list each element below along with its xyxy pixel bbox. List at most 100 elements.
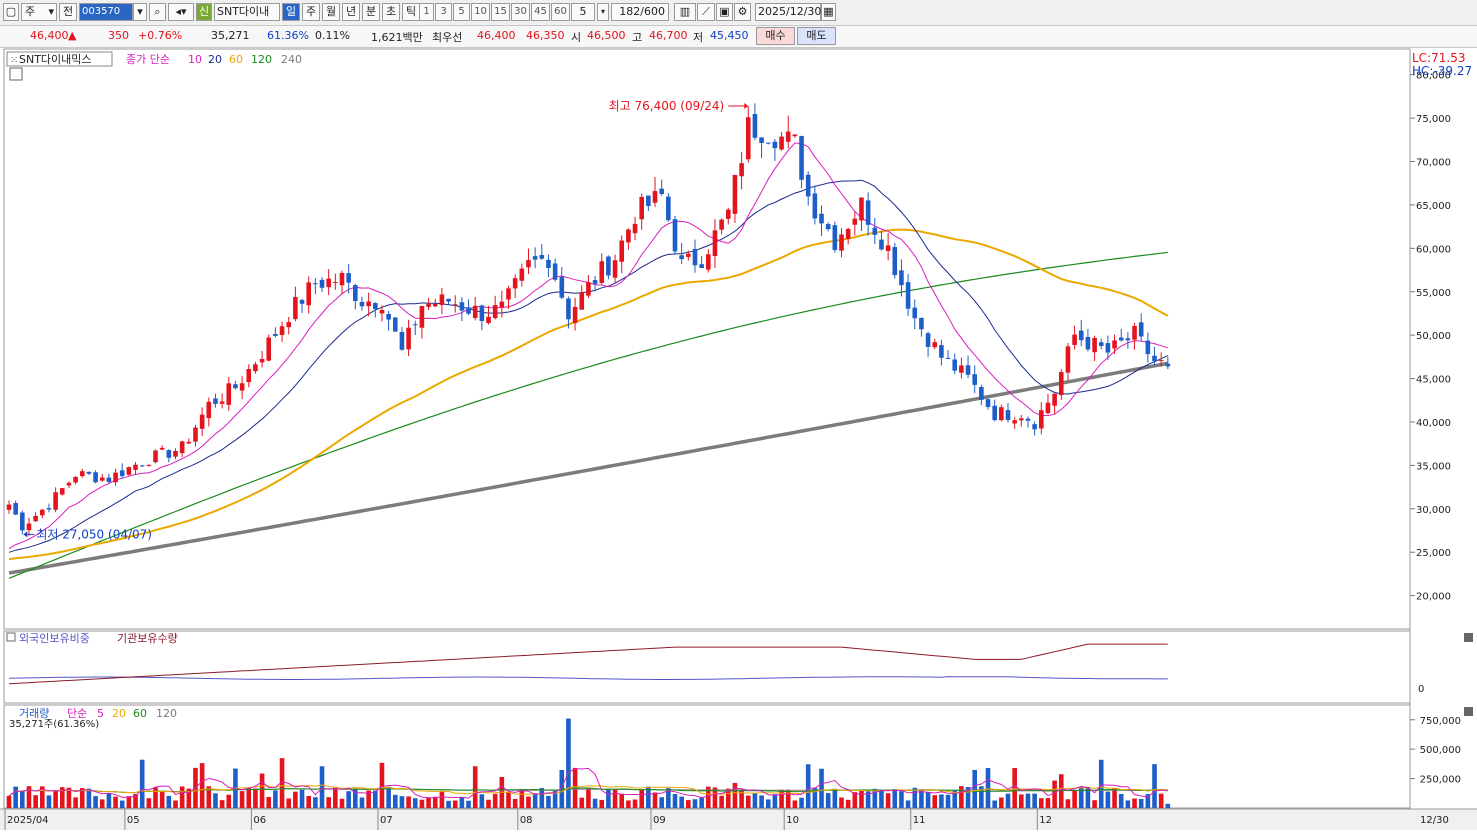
candle-body bbox=[206, 401, 212, 419]
candle-body bbox=[1085, 336, 1091, 350]
tab-4[interactable]: 분 bbox=[362, 3, 380, 21]
volume-bar bbox=[592, 798, 598, 808]
candle-body bbox=[73, 476, 78, 483]
calendar-icon[interactable]: ▦ bbox=[821, 3, 836, 21]
candle-body bbox=[226, 383, 232, 405]
interval-10[interactable]: 10 bbox=[471, 3, 490, 21]
turnover-rate: 0.11% bbox=[315, 29, 350, 42]
data-count-field[interactable]: 182/600 bbox=[611, 3, 669, 21]
x-tick-label: 10 bbox=[786, 815, 799, 826]
trend-line-icon[interactable]: ⟋ bbox=[697, 3, 715, 21]
interval-60[interactable]: 60 bbox=[551, 3, 570, 21]
candle-body bbox=[632, 223, 638, 234]
x-tick-label: 08 bbox=[520, 815, 533, 826]
tab-5[interactable]: 초 bbox=[382, 3, 400, 21]
volume-bar bbox=[226, 794, 232, 808]
interval-15[interactable]: 15 bbox=[491, 3, 510, 21]
candle-body bbox=[1025, 418, 1031, 421]
candle-body bbox=[26, 523, 32, 531]
volume-bar bbox=[526, 796, 531, 808]
holding-panel-icon[interactable] bbox=[6, 632, 16, 642]
interval-5[interactable]: 5 bbox=[453, 3, 470, 21]
interval-1[interactable]: 1 bbox=[419, 3, 434, 21]
candle-body bbox=[233, 384, 238, 389]
x-tick-label: 06 bbox=[253, 815, 266, 826]
volume-bar bbox=[1165, 803, 1171, 808]
table-toggle-icon[interactable] bbox=[9, 67, 23, 81]
y-tick-label: 65,000 bbox=[1416, 201, 1451, 212]
tab-0[interactable]: 일 bbox=[282, 3, 300, 21]
price-change: 350 bbox=[108, 29, 129, 42]
new-badge[interactable]: 신 bbox=[196, 3, 212, 21]
period-select[interactable]: 주 ▾ bbox=[21, 3, 57, 21]
candle-body bbox=[20, 512, 25, 531]
volume-bar bbox=[439, 791, 445, 808]
candle-body bbox=[253, 364, 258, 372]
volume-bar bbox=[932, 795, 938, 808]
gear-icon[interactable]: ⚙ bbox=[734, 3, 751, 21]
candle-body bbox=[46, 508, 52, 510]
tab-3[interactable]: 년 bbox=[342, 3, 360, 21]
volume-bar bbox=[86, 788, 92, 808]
volume-bar bbox=[479, 794, 485, 808]
stock-code-input[interactable]: 003570 bbox=[79, 3, 133, 21]
tab-6[interactable]: 틱 bbox=[402, 3, 420, 21]
search-icon[interactable]: ⌕ bbox=[149, 3, 166, 21]
save-icon[interactable]: ▣ bbox=[716, 3, 733, 21]
code-dropdown-icon[interactable]: ▾ bbox=[133, 3, 147, 21]
ma240-legend: 240 bbox=[281, 53, 302, 66]
candle-body bbox=[159, 447, 165, 450]
interval-input[interactable]: 5 bbox=[571, 3, 595, 21]
tab-1[interactable]: 주 bbox=[302, 3, 320, 21]
interval-3[interactable]: 3 bbox=[435, 3, 452, 21]
trade-amount: 1,621백만 bbox=[371, 31, 423, 44]
volume-bar bbox=[725, 788, 731, 808]
candle-body bbox=[1112, 340, 1117, 349]
volume-bar bbox=[952, 790, 958, 808]
candle-body bbox=[1152, 355, 1157, 362]
volume-bar bbox=[173, 800, 178, 808]
candle-body bbox=[439, 294, 445, 305]
interval-45[interactable]: 45 bbox=[531, 3, 550, 21]
volume-bar bbox=[666, 788, 671, 808]
candle-body bbox=[146, 465, 152, 467]
volume-bar bbox=[999, 797, 1004, 808]
volume-bar bbox=[59, 787, 65, 808]
candle-body bbox=[992, 405, 997, 421]
stock-name-field[interactable]: SNT다이내믹 bbox=[214, 3, 280, 21]
buy-button[interactable]: 매수 bbox=[756, 27, 795, 45]
candle-body bbox=[892, 247, 898, 276]
candle-body bbox=[1125, 338, 1131, 341]
volume-bar bbox=[912, 787, 918, 808]
vma5-legend: 5 bbox=[97, 707, 104, 720]
stock-legend-box[interactable] bbox=[6, 51, 113, 67]
candle-body bbox=[639, 196, 644, 220]
candle-body bbox=[1072, 334, 1077, 345]
volume-bar bbox=[286, 798, 292, 808]
candle-body bbox=[679, 255, 684, 260]
volume-panel-close-icon[interactable] bbox=[1464, 707, 1473, 716]
tab-2[interactable]: 월 bbox=[322, 3, 340, 21]
candle-body bbox=[559, 276, 565, 298]
chart-type-icon[interactable]: ▥ bbox=[674, 3, 696, 21]
volume-bar bbox=[652, 792, 658, 808]
vol-tick-label: 750,000 bbox=[1420, 716, 1461, 727]
all-button[interactable]: 전 bbox=[59, 3, 77, 21]
speaker-icon[interactable]: ◂▾ bbox=[168, 3, 194, 21]
window-icon[interactable]: ▢ bbox=[3, 3, 19, 21]
volume-bar bbox=[1105, 791, 1111, 808]
candle-body bbox=[739, 163, 744, 177]
interval-spin-icon[interactable]: ▾ bbox=[597, 3, 609, 21]
sell-button[interactable]: 매도 bbox=[797, 27, 836, 45]
low-label: 저 bbox=[693, 31, 704, 44]
volume-bar bbox=[213, 793, 218, 808]
candle-body bbox=[386, 314, 391, 320]
holding-panel-close-icon[interactable] bbox=[1464, 633, 1473, 642]
candle-body bbox=[612, 260, 618, 278]
date-input[interactable]: 2025/12/30 bbox=[755, 3, 821, 21]
hc-value: HC:-39.27 bbox=[1412, 64, 1472, 78]
candle-body bbox=[606, 256, 611, 276]
interval-30[interactable]: 30 bbox=[511, 3, 530, 21]
candle-body bbox=[586, 282, 591, 296]
current-price: 46,400 bbox=[30, 29, 69, 42]
